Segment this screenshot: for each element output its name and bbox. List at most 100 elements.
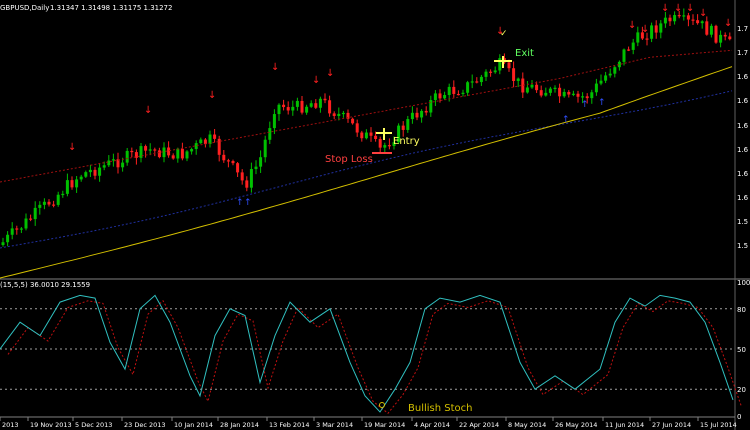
candle-body	[70, 180, 74, 188]
candle-body	[668, 17, 672, 22]
sell-arrow-icon: ↓	[724, 18, 732, 29]
candle-body	[654, 25, 658, 33]
candle-body	[1, 242, 5, 245]
candle-body	[521, 78, 525, 93]
candle-body	[535, 84, 539, 91]
candle-body	[401, 125, 405, 130]
candle-body	[130, 150, 134, 153]
candle-body	[314, 103, 318, 108]
candle-body	[470, 81, 474, 83]
candle-body	[139, 146, 143, 158]
candle-body	[208, 134, 212, 145]
price-axis-label: 1.6	[737, 170, 749, 178]
candle-body	[88, 169, 92, 173]
candle-body	[406, 119, 410, 130]
candle-body	[332, 113, 336, 116]
buy-arrow-icon: ↑	[581, 100, 589, 110]
candle-body	[295, 100, 299, 107]
candle-body	[282, 104, 286, 108]
candle-body	[378, 139, 382, 148]
candle-body	[61, 193, 65, 196]
candle-body	[709, 25, 713, 35]
candle-body	[493, 70, 497, 73]
candle-body	[452, 86, 456, 94]
candle-body	[608, 73, 612, 76]
candle-body	[590, 92, 594, 99]
candle-body	[383, 145, 387, 148]
candle-body	[291, 106, 295, 111]
candle-body	[190, 149, 194, 152]
candle-body	[369, 132, 373, 136]
candle-body	[558, 87, 562, 97]
candle-body	[268, 128, 272, 140]
candle-body	[456, 93, 460, 96]
candle-body	[498, 58, 502, 71]
entry-label: Entry	[393, 136, 420, 147]
candle-body	[631, 42, 635, 50]
stochastic-pane[interactable]: 100 80 50 20 0	[0, 279, 750, 421]
stochastic-main-line	[0, 294, 734, 413]
candle-body	[627, 49, 631, 51]
date-axis-label: 19 Mar 2014	[364, 421, 405, 429]
date-axis-label: 4 Apr 2014	[414, 421, 450, 429]
candle-body	[245, 180, 249, 188]
candle-body	[144, 146, 148, 151]
candle-body	[714, 25, 718, 43]
candle-body	[415, 112, 419, 118]
candle-body	[180, 148, 184, 159]
upper-envelope-line	[0, 49, 733, 183]
bullish-stoch-label: Bullish Stoch	[408, 403, 472, 414]
candle-body	[397, 125, 401, 143]
candle-body	[461, 92, 465, 94]
price-pane[interactable]: ↓↓↓↓↓↓↓↓ ↓↓ ↓ ↓ ↓↓↑ ↑↑↑ ↑	[0, 3, 733, 279]
stochastic-axis-label: 0	[737, 413, 741, 421]
candle-body	[231, 161, 235, 164]
candle-body	[15, 228, 19, 230]
candle-body	[42, 201, 46, 205]
candle-body	[604, 75, 608, 81]
candle-body	[29, 218, 33, 220]
candle-body	[93, 169, 97, 176]
candle-body	[194, 143, 198, 150]
candle-body	[323, 98, 327, 101]
candle-body	[52, 204, 56, 206]
candle-body	[424, 110, 428, 113]
candle-body	[148, 149, 152, 151]
buy-arrow-icon: ↑	[236, 198, 244, 208]
date-axis-label: 5 Dec 2013	[75, 421, 112, 429]
candle-body	[466, 82, 470, 93]
sell-arrow-icon: ↓	[312, 75, 320, 86]
candle-body	[613, 67, 617, 74]
sell-arrow-icon: ↓	[496, 26, 504, 37]
candle-body	[691, 19, 695, 21]
moving-averages	[0, 49, 733, 279]
candle-body	[65, 180, 69, 194]
candle-body	[663, 17, 667, 24]
candle-body	[719, 34, 723, 43]
candle-body	[686, 15, 690, 20]
candle-body	[213, 134, 217, 139]
candle-body	[548, 88, 552, 93]
candle-body	[562, 91, 566, 97]
sell-arrow-icon: ↓	[271, 62, 279, 73]
candle-body	[567, 91, 571, 95]
candle-body	[6, 234, 10, 243]
candle-body	[544, 92, 548, 96]
candle-body	[98, 167, 102, 176]
candle-body	[300, 100, 304, 113]
stochastic-signal-line	[7, 300, 742, 415]
candle-body	[360, 132, 364, 139]
candle-body	[530, 84, 534, 88]
candle-body	[157, 150, 161, 158]
signal-arrows: ↓↓↓↓↓↓↓↓ ↓↓ ↓ ↓ ↓↓↑ ↑↑↑ ↑	[68, 3, 732, 208]
price-axis-label: 1.5	[737, 242, 748, 250]
exit-marker: Exit ✓	[494, 29, 534, 68]
candle-body	[576, 93, 580, 97]
sell-arrow-icon: ↓	[686, 3, 694, 14]
candle-body	[286, 107, 290, 111]
date-axis-label: 2013	[2, 421, 19, 429]
candle-body	[682, 15, 686, 17]
candle-body	[79, 176, 83, 180]
candle-body	[351, 118, 355, 124]
